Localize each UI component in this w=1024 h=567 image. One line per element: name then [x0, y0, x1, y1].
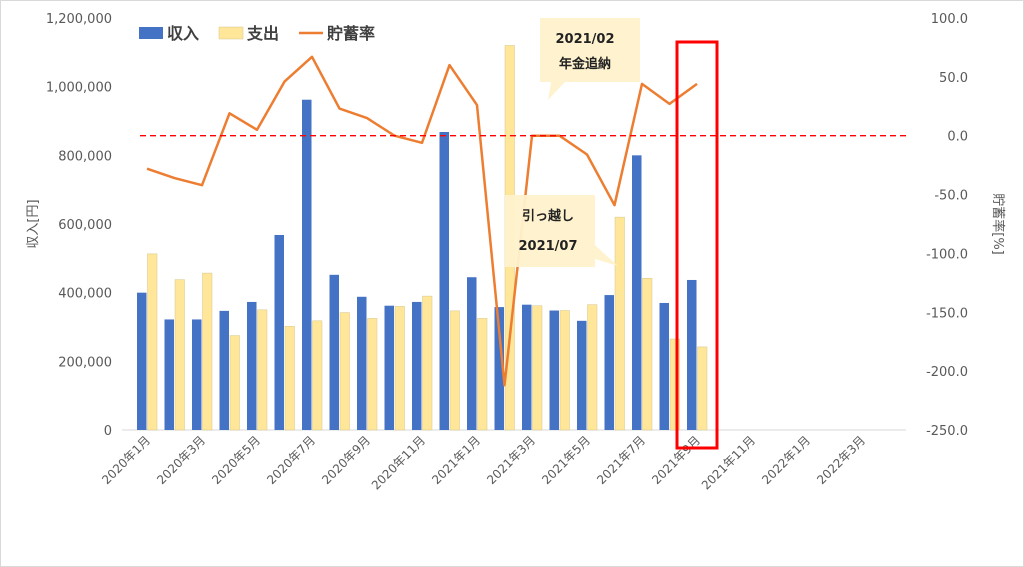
income-bar	[577, 320, 587, 430]
expense-bar	[614, 216, 625, 431]
legend-label-income: 収入	[167, 24, 199, 43]
y2-axis-title: 貯蓄率[%]	[990, 193, 1006, 255]
expense-bar	[669, 338, 680, 431]
savings-rate-line	[146, 55, 698, 387]
income-bar	[494, 307, 504, 430]
income-bar	[659, 302, 669, 430]
legend: 収入 支出 貯蓄率	[139, 24, 375, 43]
expense-bar	[312, 320, 323, 431]
expense-bar	[642, 277, 653, 431]
income-bar	[549, 310, 559, 430]
y2-tick-label: 0.0	[947, 130, 968, 145]
legend-swatch-income	[139, 27, 163, 39]
expense-bar	[422, 295, 433, 431]
expense-bar	[449, 310, 460, 431]
callout-moving-line2: 2021/07	[518, 239, 577, 254]
income-bar	[439, 131, 449, 430]
income-bar	[687, 279, 697, 430]
y2-tick-label: -150.0	[926, 306, 968, 321]
expense-bar	[284, 326, 295, 431]
legend-label-expense: 支出	[246, 24, 279, 43]
y-tick-label: 200,000	[58, 355, 112, 370]
income-bar	[219, 310, 229, 430]
expense-bar	[257, 309, 268, 431]
callout-moving-line1: 引っ越し	[522, 208, 574, 224]
y2-tick-label: -50.0	[934, 189, 968, 204]
income-bar	[302, 99, 312, 431]
highlight-box	[675, 40, 719, 450]
legend-label-rate: 貯蓄率	[327, 24, 375, 43]
callout-pension	[540, 18, 640, 100]
expense-bar	[174, 279, 185, 431]
expense-bar	[697, 346, 708, 431]
y-tick-label: 600,000	[58, 218, 112, 233]
income-bar	[632, 155, 642, 431]
income-bar	[247, 301, 257, 430]
income-bar	[467, 277, 477, 430]
income-bar	[384, 305, 394, 430]
income-bar	[329, 274, 339, 430]
expense-bar	[367, 318, 378, 431]
income-bar	[137, 292, 147, 430]
y2-tick-label: 50.0	[939, 71, 968, 86]
income-bar	[522, 304, 532, 430]
callout-pension-line1: 2021/02	[555, 32, 614, 47]
y2-tick-label: -250.0	[926, 424, 968, 439]
income-bar	[164, 319, 174, 430]
y-tick-label: 1,200,000	[46, 12, 112, 27]
income-bar	[412, 301, 422, 430]
expense-bar	[147, 253, 158, 431]
y-axis-title: 収入[円]	[26, 199, 41, 248]
income-bar	[274, 234, 284, 430]
callout-pension-line2: 年金追納	[559, 56, 611, 72]
expense-bar	[394, 306, 405, 431]
expense-bar	[532, 305, 543, 431]
line-series	[146, 55, 698, 387]
expense-bar	[229, 335, 240, 431]
y-tick-label: 400,000	[58, 287, 112, 302]
y-tick-label: 800,000	[58, 149, 112, 164]
expense-bar	[559, 310, 570, 431]
expense-bar	[339, 312, 350, 431]
y-tick-label: 1,000,000	[46, 81, 112, 96]
y-tick-label: 0	[104, 424, 112, 439]
income-bar	[192, 319, 202, 430]
callout-moving	[505, 195, 618, 267]
y2-tick-label: 100.0	[931, 12, 968, 27]
expense-bar	[477, 318, 488, 431]
legend-swatch-expense	[218, 26, 244, 40]
expense-bar	[587, 304, 598, 431]
y2-tick-label: -100.0	[926, 247, 968, 262]
income-bar	[604, 295, 614, 430]
income-bar	[357, 296, 367, 430]
expense-bar	[202, 272, 213, 431]
y2-tick-label: -200.0	[926, 365, 968, 380]
